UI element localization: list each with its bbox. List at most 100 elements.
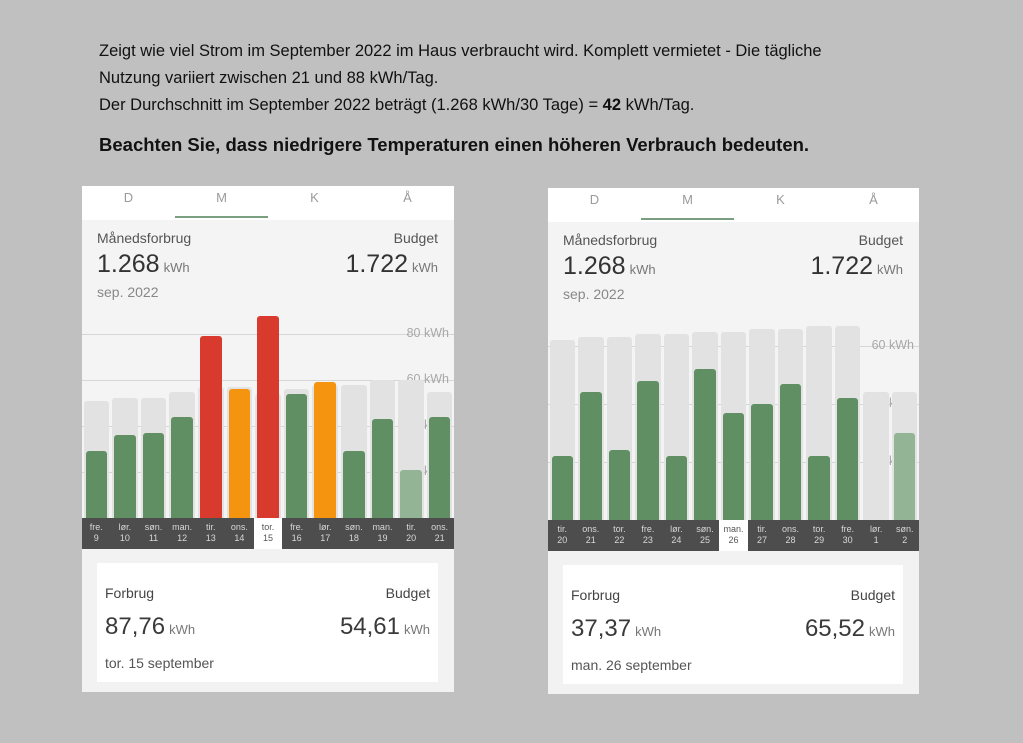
day-weekday: man. <box>723 524 744 534</box>
day-label[interactable]: fre. 30 <box>833 520 862 551</box>
usage-bar[interactable] <box>428 416 451 518</box>
day-usage-label: Forbrug <box>105 585 155 601</box>
usage-bar[interactable] <box>114 435 136 518</box>
usage-bar[interactable] <box>400 469 422 518</box>
day-budget-unit: kWh <box>404 622 430 637</box>
usage-bar[interactable] <box>343 451 365 518</box>
budget-unit: kWh <box>412 260 438 275</box>
day-weekday: lør. <box>118 522 132 532</box>
monthly-usage-label: Månedsforbrug <box>563 232 658 248</box>
usage-bar[interactable] <box>665 456 688 520</box>
tab-day[interactable]: D <box>123 190 134 205</box>
day-budget-value: 54,61 kWh <box>340 613 430 641</box>
budget-value: 1.722 kWh <box>810 252 903 281</box>
usage-bar[interactable] <box>171 416 193 518</box>
day-date: man. 26 september <box>571 657 692 673</box>
day-label[interactable]: man. 19 <box>368 518 397 549</box>
day-number: 2 <box>902 535 908 545</box>
usage-bar[interactable] <box>228 389 251 518</box>
usage-bar[interactable] <box>694 369 716 520</box>
tab-month[interactable]: M <box>216 190 227 205</box>
day-usage-unit: kWh <box>169 622 196 637</box>
period-label: sep. 2022 <box>97 284 159 300</box>
intro-line-3-start: Der Durchschnitt im September 2022 beträ… <box>99 96 603 114</box>
usage-bar[interactable] <box>893 433 916 520</box>
day-label[interactable]: ons. 21 <box>425 518 454 549</box>
intro-line-1: Zeigt wie viel Strom im September 2022 i… <box>99 42 822 60</box>
day-label[interactable]: lør. 24 <box>662 520 691 551</box>
day-number: 19 <box>377 533 388 543</box>
day-weekday: tor. <box>613 524 626 534</box>
day-label[interactable]: fre. 9 <box>82 518 111 549</box>
average-value: 42 <box>602 96 622 114</box>
day-number: 24 <box>671 535 682 545</box>
day-number: 26 <box>728 535 739 545</box>
day-weekday: man. <box>372 522 393 532</box>
day-weekday: lør. <box>869 524 883 534</box>
usage-bar[interactable] <box>314 382 337 518</box>
day-number: 16 <box>291 533 302 543</box>
day-usage-unit: kWh <box>635 624 662 639</box>
usage-bar[interactable] <box>779 383 802 520</box>
usage-bar[interactable] <box>722 412 745 520</box>
usage-bar[interactable] <box>371 419 394 518</box>
day-label[interactable]: tir. 13 <box>196 518 225 549</box>
day-weekday: tor. <box>812 524 826 534</box>
day-label[interactable]: tor. 29 <box>805 520 834 551</box>
usage-bar[interactable] <box>199 336 222 518</box>
active-tab-indicator <box>175 216 268 218</box>
budget-label: Budget <box>858 232 903 248</box>
usage-bar[interactable] <box>580 392 602 520</box>
tab-year[interactable]: Å <box>403 190 412 205</box>
day-weekday: søn. <box>696 524 714 534</box>
usage-bar[interactable] <box>551 456 574 520</box>
day-label[interactable]: man. 12 <box>168 518 197 549</box>
day-label[interactable]: man. 26 <box>719 520 748 551</box>
day-label[interactable]: ons. 28 <box>776 520 805 551</box>
day-detail-card: Forbrug Budget 87,76 kWh 54,61 kWh tor. 15… <box>97 563 438 682</box>
tab-year[interactable]: Å <box>869 192 878 207</box>
day-label[interactable]: tir. 20 <box>397 518 426 549</box>
day-label[interactable]: søn. 18 <box>340 518 369 549</box>
usage-bar[interactable] <box>751 404 773 520</box>
usage-bar[interactable] <box>808 456 830 520</box>
day-number: 20 <box>557 535 568 545</box>
day-label[interactable]: fre. 23 <box>634 520 663 551</box>
usage-panel-right: D M K Å Månedsforbrug 1.268 kWh sep. 2022… <box>548 188 919 694</box>
day-label[interactable]: tir. 20 <box>548 520 577 551</box>
intro-line-3: Der Durchschnitt im September 2022 beträ… <box>99 92 979 119</box>
tab-day[interactable]: D <box>589 192 600 207</box>
day-label[interactable]: lør. 1 <box>862 520 891 551</box>
usage-bar[interactable] <box>285 393 308 518</box>
monthly-usage-unit: kWh <box>629 262 656 277</box>
day-label[interactable]: tir. 27 <box>748 520 777 551</box>
usage-bar[interactable] <box>608 450 631 520</box>
day-label[interactable]: søn. 25 <box>691 520 720 551</box>
usage-bar[interactable] <box>836 398 859 520</box>
budget-value: 1.722 kWh <box>345 250 438 279</box>
day-label[interactable]: tor. 15 <box>253 518 283 549</box>
monthly-usage-number: 1.268 <box>563 252 626 280</box>
day-weekday: lør. <box>670 524 683 534</box>
day-label[interactable]: søn. 11 <box>139 518 168 549</box>
day-label[interactable]: ons. 21 <box>577 520 606 551</box>
day-weekday: tor. <box>261 522 275 532</box>
budget-unit: kWh <box>877 262 903 277</box>
day-number: 1 <box>873 535 879 545</box>
day-label[interactable]: tor. 22 <box>605 520 634 551</box>
day-label[interactable]: lør. 10 <box>111 518 140 549</box>
usage-bar[interactable] <box>637 380 659 520</box>
usage-bar[interactable] <box>85 451 108 518</box>
day-budget-number: 54,61 <box>339 613 400 640</box>
day-label[interactable]: lør. 17 <box>311 518 340 549</box>
day-label[interactable]: fre. 16 <box>282 518 311 549</box>
monthly-usage-value: 1.268 kWh <box>563 252 656 281</box>
tab-quarter[interactable]: K <box>310 190 319 205</box>
usage-bar[interactable] <box>257 315 279 518</box>
day-label[interactable]: ons. 14 <box>225 518 254 549</box>
tab-month[interactable]: M <box>682 192 693 207</box>
day-label[interactable]: søn. 2 <box>890 520 919 551</box>
tab-quarter[interactable]: K <box>776 192 785 207</box>
usage-bar[interactable] <box>142 432 165 518</box>
day-budget-number: 65,52 <box>804 615 865 642</box>
